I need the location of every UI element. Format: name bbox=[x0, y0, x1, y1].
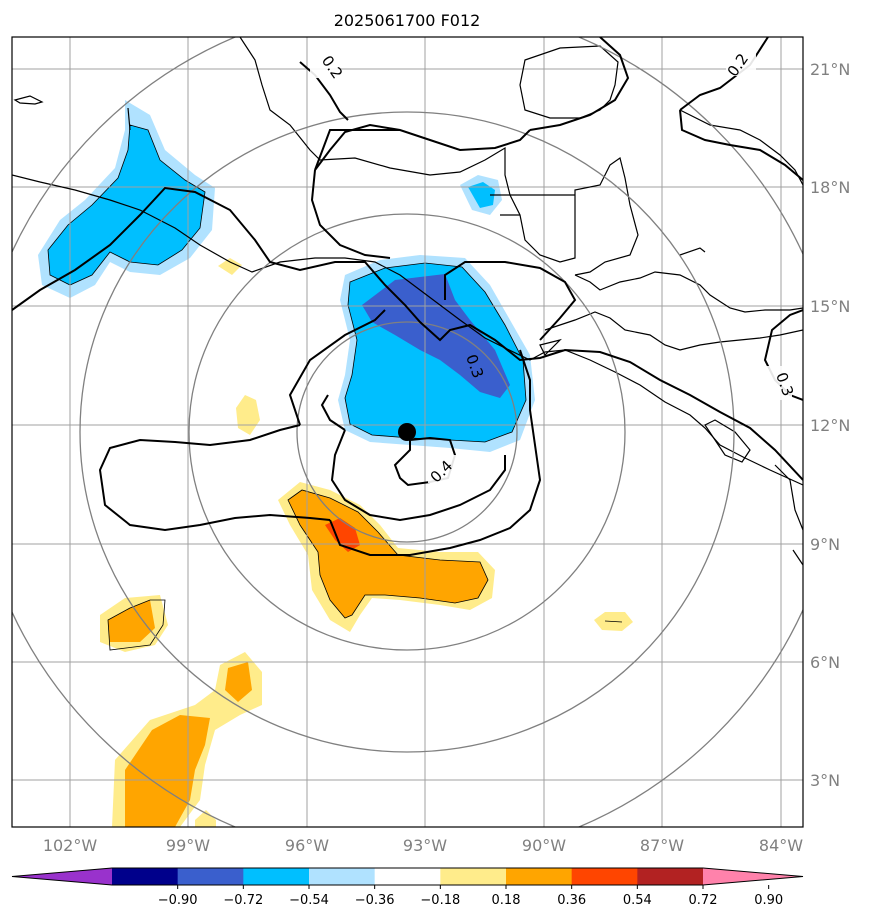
lat-label: 12°N bbox=[810, 416, 850, 435]
lon-label: 99°W bbox=[166, 836, 210, 855]
colorbar-tick-label: 0.90 bbox=[754, 893, 783, 908]
colorbar-segment bbox=[374, 868, 441, 885]
storm-center-marker bbox=[398, 423, 416, 441]
longitude-labels: 102°W 99°W 96°W 93°W 90°W 87°W 84°W bbox=[43, 836, 803, 855]
lat-label: 18°N bbox=[810, 178, 850, 197]
figure-title: 2025061700 F012 bbox=[334, 11, 481, 30]
positive-spot-bottom bbox=[195, 810, 216, 827]
colorbar-tick-label: −0.18 bbox=[420, 893, 460, 908]
shading-outlines bbox=[47, 124, 623, 651]
positive-spot-northwest bbox=[218, 258, 242, 275]
negative-region-small-core bbox=[468, 182, 495, 208]
lon-label: 90°W bbox=[522, 836, 566, 855]
colorbar-tick-label: 0.18 bbox=[492, 893, 521, 908]
colorbar: −0.90 −0.72 −0.54 −0.36 −0.18 0.18 0.36 0.54 0.7… bbox=[11, 867, 804, 908]
colorbar-segment bbox=[177, 868, 244, 885]
colorbar-tick-label: −0.36 bbox=[355, 893, 395, 908]
colorbar-tick-label: −0.90 bbox=[158, 893, 198, 908]
positive-region-south-core bbox=[125, 715, 210, 827]
positive-region-south-spot bbox=[225, 662, 252, 702]
colorbar-extend-high bbox=[703, 868, 803, 885]
contour-lines bbox=[12, 37, 803, 556]
lon-label: 87°W bbox=[640, 836, 684, 855]
colorbar-segment bbox=[440, 868, 507, 885]
colorbar-extend-low bbox=[12, 868, 112, 885]
positive-region-southwest-core bbox=[108, 600, 155, 642]
lon-label: 93°W bbox=[403, 836, 447, 855]
colorbar-segment bbox=[309, 868, 376, 885]
graticule bbox=[12, 37, 803, 827]
lat-label: 15°N bbox=[810, 297, 850, 316]
colorbar-tick-label: 0.54 bbox=[623, 893, 652, 908]
lon-label: 96°W bbox=[285, 836, 329, 855]
colorbar-outline bbox=[11, 867, 804, 886]
colorbar-tick-label: −0.54 bbox=[289, 893, 329, 908]
lat-label: 21°N bbox=[810, 60, 850, 79]
colorbar-segment bbox=[571, 868, 638, 885]
lon-label: 102°W bbox=[43, 836, 98, 855]
coastlines bbox=[12, 37, 803, 566]
lat-label: 9°N bbox=[810, 535, 840, 554]
range-rings bbox=[12, 37, 803, 827]
contour-labels: 0.2 0.2 0.3 0.3 0.4 bbox=[310, 46, 797, 486]
lon-label: 84°W bbox=[759, 836, 803, 855]
colorbar-segment bbox=[506, 868, 573, 885]
lat-label: 6°N bbox=[810, 653, 840, 672]
map-area: 0.2 0.2 0.3 0.3 0.4 bbox=[12, 37, 803, 827]
colorbar-tick-label: 0.72 bbox=[689, 893, 718, 908]
colorbar-segment bbox=[112, 868, 179, 885]
colorbar-tick-label: −0.72 bbox=[223, 893, 263, 908]
colorbar-tick-label: 0.36 bbox=[557, 893, 586, 908]
colorbar-segment bbox=[243, 868, 310, 885]
colorbar-segment bbox=[637, 868, 704, 885]
map-border bbox=[11, 36, 804, 828]
lat-label: 3°N bbox=[810, 771, 840, 790]
latitude-labels: 21°N 18°N 15°N 12°N 9°N 6°N 3°N bbox=[810, 60, 850, 790]
